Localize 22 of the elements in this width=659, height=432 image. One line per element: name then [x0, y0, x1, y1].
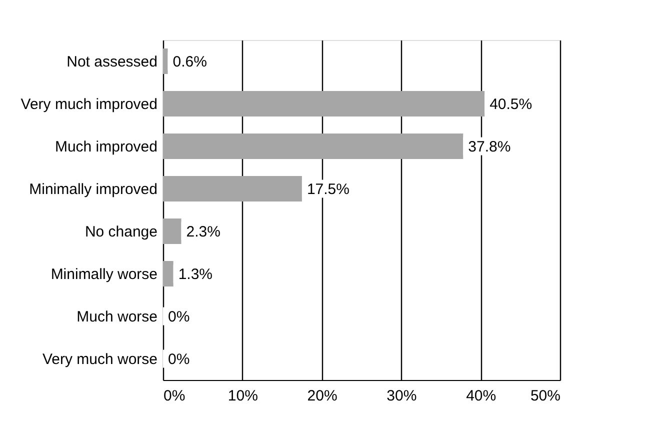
data-label: 40.5%	[490, 96, 532, 113]
y-tick-label: No change	[84, 223, 158, 240]
y-tick-label: Minimally worse	[50, 266, 158, 283]
x-tick-label: 10%	[228, 388, 258, 404]
y-tick-label: Minimally improved	[29, 180, 158, 198]
x-tick-label: 50%	[530, 388, 560, 404]
x-tick-label: 40%	[466, 388, 496, 404]
y-tick-label: Not assessed	[66, 53, 158, 70]
x-tick-label: 30%	[386, 388, 417, 404]
x-tick-label: 0%	[164, 388, 186, 404]
y-tick-label: Much improved	[54, 138, 158, 156]
data-label: 0%	[168, 350, 190, 368]
y-tick-label: Very much improved	[20, 96, 158, 113]
y-tick-label: Much worse	[76, 308, 158, 326]
data-label: 17.5%	[306, 180, 350, 198]
data-label: 0.6%	[172, 53, 207, 70]
y-tick-label: Very much worse	[42, 350, 158, 368]
data-label: 37.8%	[468, 138, 511, 156]
data-label: 0%	[168, 308, 190, 326]
data-label: 1.3%	[178, 266, 213, 283]
data-label: 2.3%	[186, 223, 220, 240]
x-tick-label: 20%	[307, 388, 338, 404]
